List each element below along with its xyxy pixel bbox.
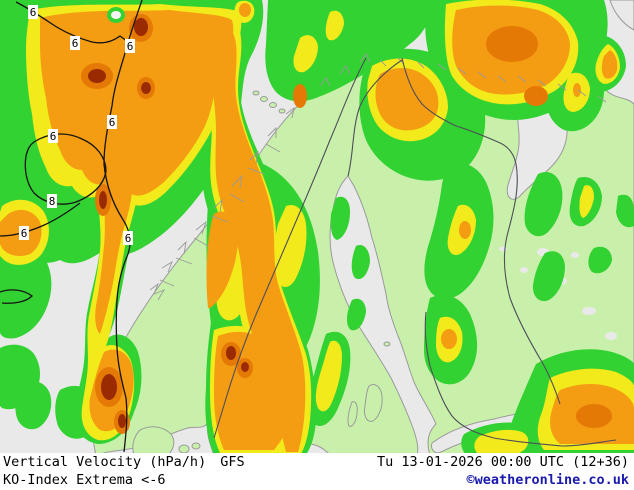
svg-text:6: 6 [21, 227, 28, 240]
svg-text:6: 6 [125, 232, 132, 245]
lofoten-islands [252, 90, 260, 96]
footer-left-1: Vertical Velocity (hPa/h) GFS [3, 453, 245, 471]
contour-label: 6 [19, 226, 29, 240]
footer-row-2: KO-Index Extrema <-6 ©weatheronline.co.u… [0, 471, 634, 489]
svg-text:6: 6 [109, 116, 116, 129]
valid-time: Tu 13-01-2026 00:00 UTC (12+36) [377, 454, 629, 470]
svg-text:6: 6 [30, 6, 37, 19]
contour-label: 6 [123, 231, 133, 245]
index-extrema-label: KO-Index Extrema <-6 [3, 472, 166, 488]
contour-label: 6 [107, 115, 117, 129]
svg-text:6: 6 [72, 37, 79, 50]
contour-labels: 6 6 6 6 6 [19, 5, 135, 245]
product-title: Vertical Velocity (hPa/h) [3, 454, 207, 470]
contour-label: 6 [48, 129, 58, 143]
vv-dark-red-layer [88, 18, 249, 428]
map-canvas: 6 6 6 6 6 [0, 0, 634, 455]
contour-label: 6 [28, 5, 38, 19]
gotland-island [364, 384, 383, 422]
footer-row-1: Vertical Velocity (hPa/h) GFS Tu 13-01-20… [0, 453, 634, 471]
contour-label: 6 [125, 39, 135, 53]
svg-text:8: 8 [49, 195, 56, 208]
denmark [132, 426, 175, 455]
contour-label: 8 [47, 194, 57, 208]
clear-hole [107, 7, 125, 23]
contour-label: 6 [70, 36, 80, 50]
coast-detail [149, 53, 607, 301]
footer: Vertical Velocity (hPa/h) GFS Tu 13-01-20… [0, 453, 634, 490]
svg-text:6: 6 [127, 40, 134, 53]
svg-text:6: 6 [50, 130, 57, 143]
oland-island [347, 401, 358, 427]
country-borders [213, 57, 617, 447]
model-name: GFS [220, 454, 245, 470]
credit-link[interactable]: ©weatheronline.co.uk [466, 472, 629, 488]
